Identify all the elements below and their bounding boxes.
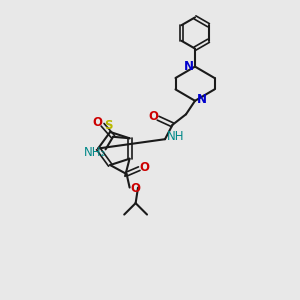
Text: NH: NH [167, 130, 184, 143]
Text: O: O [130, 182, 141, 195]
Text: N: N [183, 60, 194, 73]
Text: S: S [104, 119, 113, 132]
Text: N: N [197, 93, 207, 106]
Text: O: O [140, 160, 150, 174]
Text: O: O [148, 110, 158, 123]
Text: O: O [92, 116, 102, 129]
Text: NH₂: NH₂ [84, 146, 106, 160]
